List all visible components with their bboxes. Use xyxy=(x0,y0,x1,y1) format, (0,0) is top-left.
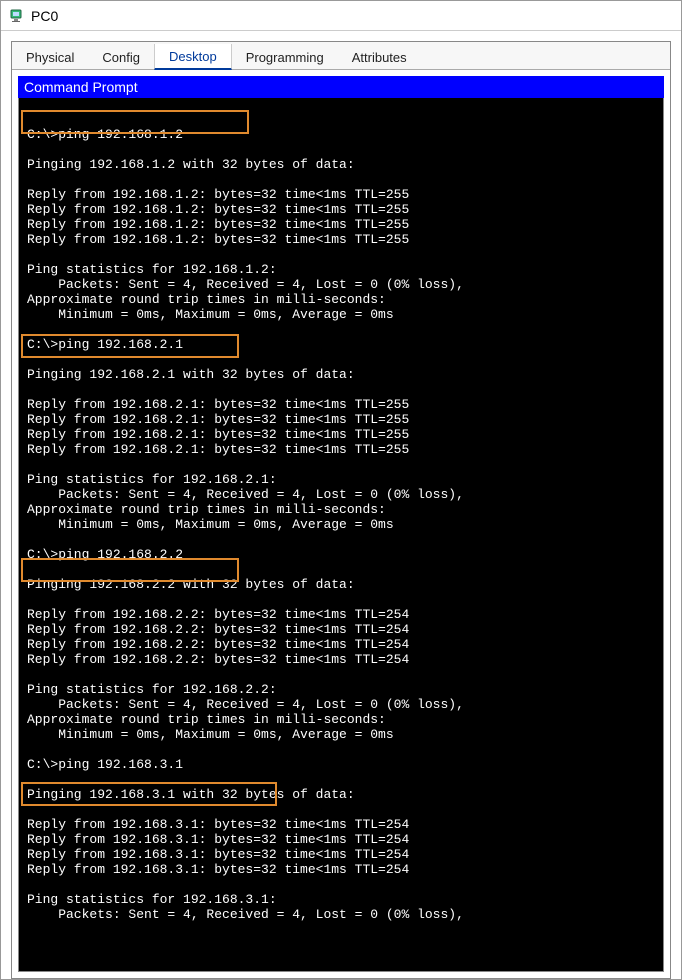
window-title: PC0 xyxy=(31,8,58,24)
command-prompt-terminal[interactable]: C:\>ping 192.168.1.2 Pinging 192.168.1.2… xyxy=(18,98,664,972)
tab-desktop-body: Command Prompt C:\>ping 192.168.1.2 Ping… xyxy=(12,70,670,978)
content-frame: PhysicalConfigDesktopProgrammingAttribut… xyxy=(1,31,681,979)
tab-attributes[interactable]: Attributes xyxy=(338,45,421,69)
tab-physical[interactable]: Physical xyxy=(12,45,88,69)
tab-config[interactable]: Config xyxy=(88,45,154,69)
terminal-output: C:\>ping 192.168.1.2 Pinging 192.168.1.2… xyxy=(27,112,657,922)
app-window: PC0 PhysicalConfigDesktopProgrammingAttr… xyxy=(0,0,682,980)
pc-icon xyxy=(9,8,25,24)
inner-border: PhysicalConfigDesktopProgrammingAttribut… xyxy=(11,41,671,979)
tab-programming[interactable]: Programming xyxy=(232,45,338,69)
tab-desktop[interactable]: Desktop xyxy=(154,44,232,70)
tab-strip: PhysicalConfigDesktopProgrammingAttribut… xyxy=(12,42,670,70)
titlebar[interactable]: PC0 xyxy=(1,1,681,31)
command-prompt-header: Command Prompt xyxy=(18,76,664,98)
